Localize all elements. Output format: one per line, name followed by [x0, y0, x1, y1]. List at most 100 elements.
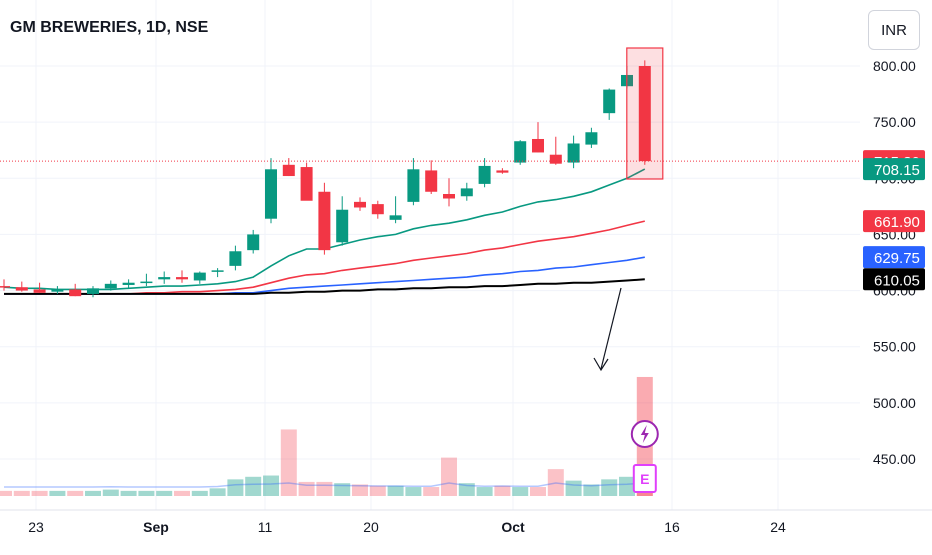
candle-body — [176, 277, 188, 280]
price-label-box — [863, 210, 925, 233]
volume-bar — [191, 490, 208, 496]
volume-bar — [67, 490, 84, 496]
volume-ma-line — [4, 482, 645, 488]
ema-line — [4, 256, 645, 295]
candle-body — [638, 66, 651, 162]
volume-bar — [601, 479, 618, 496]
lightning-glyph — [640, 425, 649, 443]
x-tick-label: 11 — [258, 519, 273, 535]
volume-bar — [263, 475, 279, 496]
candle-body — [318, 191, 331, 251]
highlight-box — [626, 47, 664, 180]
volume-bar — [13, 490, 30, 496]
volume-bar — [352, 484, 368, 496]
candle-body — [193, 272, 206, 281]
volume-bars — [0, 376, 653, 496]
volume-bar — [209, 488, 226, 496]
volume-bar — [156, 490, 173, 496]
volume-bar — [512, 487, 529, 496]
volume-bar — [547, 469, 564, 496]
candle-body — [532, 138, 544, 153]
volume-bar — [619, 476, 635, 496]
price-label-text: 661.90 — [874, 214, 920, 231]
candle-body — [87, 288, 99, 294]
dividend-marker[interactable] — [630, 420, 659, 448]
currency-button[interactable]: INR — [868, 10, 920, 50]
candle-body — [265, 169, 277, 219]
candle-body — [158, 277, 171, 280]
candle-body — [229, 251, 242, 266]
candle-body — [389, 215, 402, 220]
candlesticks — [0, 60, 651, 298]
candle-body — [122, 282, 135, 285]
volume-bar — [387, 485, 404, 496]
arrow-head — [593, 357, 609, 372]
volume-bar — [174, 490, 190, 496]
x-tick-label: 16 — [664, 519, 680, 535]
y-tick-label: 450.00 — [873, 451, 916, 467]
candle-body — [15, 287, 28, 291]
earnings-marker[interactable]: E — [632, 464, 657, 493]
volume-bar — [369, 485, 386, 496]
candle-body — [425, 170, 438, 192]
price-label-box — [863, 268, 925, 291]
candle-body — [300, 167, 313, 201]
candle-body — [51, 289, 64, 292]
volume-bar — [138, 490, 155, 496]
candle-body — [354, 201, 366, 208]
candle-body — [407, 169, 420, 202]
x-tick-label: 20 — [363, 519, 379, 535]
price-label-text: 708.15 — [874, 162, 920, 179]
candle-body — [567, 143, 580, 163]
candle-body — [514, 141, 527, 163]
y-tick-label: 750.00 — [873, 114, 916, 130]
volume-bar — [0, 490, 12, 496]
candle-body — [282, 164, 295, 177]
volume-bar — [227, 479, 244, 496]
volume-bar — [405, 487, 422, 496]
x-tick-label: Oct — [501, 519, 525, 535]
price-label-text: 610.05 — [874, 272, 920, 289]
volume-bar — [280, 429, 297, 496]
volume-bar — [583, 484, 600, 496]
volume-bar — [441, 457, 457, 496]
candle-body — [585, 132, 598, 145]
candle-body — [33, 289, 46, 293]
volume-bar — [31, 490, 48, 496]
candle-body — [104, 283, 117, 289]
volume-bar — [565, 480, 582, 496]
candle-body — [211, 270, 224, 272]
volume-bar — [245, 476, 262, 496]
y-tick-label: 550.00 — [873, 339, 916, 355]
candle-body — [603, 89, 616, 114]
volume-bar — [494, 485, 511, 496]
candle-body — [371, 204, 384, 215]
volume-bar — [49, 490, 66, 496]
arrow-line — [600, 287, 622, 370]
volume-bar — [85, 490, 101, 496]
price-axis[interactable]: 800.00750.00700.00650.00600.00550.00500.… — [863, 58, 925, 467]
earnings-icon — [632, 464, 657, 493]
y-tick-label: 500.00 — [873, 395, 916, 411]
candle-body — [478, 165, 491, 184]
x-tick-label: 24 — [770, 519, 786, 535]
candle-body — [0, 286, 10, 288]
ema-line — [4, 278, 645, 295]
grid — [0, 0, 860, 510]
volume-bar — [476, 487, 493, 496]
candle-body — [69, 289, 82, 297]
candle-body — [336, 209, 349, 243]
volume-bar — [334, 483, 351, 496]
volume-bar — [530, 487, 546, 496]
candle-body — [140, 281, 153, 284]
price-label-box — [863, 158, 925, 181]
candle-body — [443, 194, 455, 199]
time-axis[interactable]: 23 Sep 11 20 Oct 16 24 — [0, 509, 932, 535]
volume-bar — [102, 489, 119, 496]
candle-body — [247, 234, 260, 251]
price-label-box — [863, 246, 925, 269]
candle-body — [496, 170, 509, 173]
annotations: E — [0, 47, 860, 493]
